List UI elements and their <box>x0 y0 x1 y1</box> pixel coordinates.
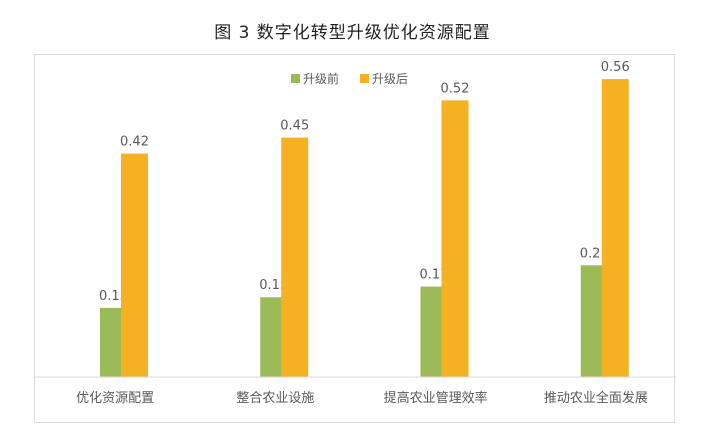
chart-area: 升级前 升级后 0.13 0.15 0.17 0.21 0.42 0.45 0.52 0.56 优化… <box>34 54 676 423</box>
data-label-before-4: 0.21 <box>580 246 609 261</box>
data-label-before-2: 0.15 <box>259 278 288 293</box>
data-label-before-1: 0.13 <box>99 289 128 304</box>
legend-swatch-after <box>360 74 369 83</box>
bar-after-2 <box>281 137 309 377</box>
x-tick-label-1: 优化资源配置 <box>76 391 154 406</box>
data-label-after-4: 0.56 <box>601 60 630 75</box>
x-tick-label-2: 整合农业设施 <box>236 391 314 406</box>
bar-after-3 <box>441 100 469 378</box>
bar-chart: 升级前 升级后 0.13 0.15 0.17 0.21 0.42 0.45 0.52 0.56 优化… <box>35 60 676 406</box>
x-tick-label-3: 提高农业管理效率 <box>384 390 488 406</box>
bar-after-1 <box>121 153 148 377</box>
data-label-before-3: 0.17 <box>420 268 449 283</box>
data-label-after-1: 0.42 <box>120 135 149 150</box>
bar-after-4 <box>601 79 629 377</box>
legend-swatch-before <box>291 74 300 83</box>
data-label-after-2: 0.45 <box>280 119 309 134</box>
figure-title: 图 3 数字化转型升级优化资源配置 <box>214 23 491 43</box>
legend-label-before: 升级前 <box>303 71 339 86</box>
legend-label-after: 升级后 <box>372 72 408 86</box>
data-label-after-3: 0.52 <box>441 81 470 96</box>
x-tick-label-4: 推动农业全面发展 <box>544 390 648 406</box>
